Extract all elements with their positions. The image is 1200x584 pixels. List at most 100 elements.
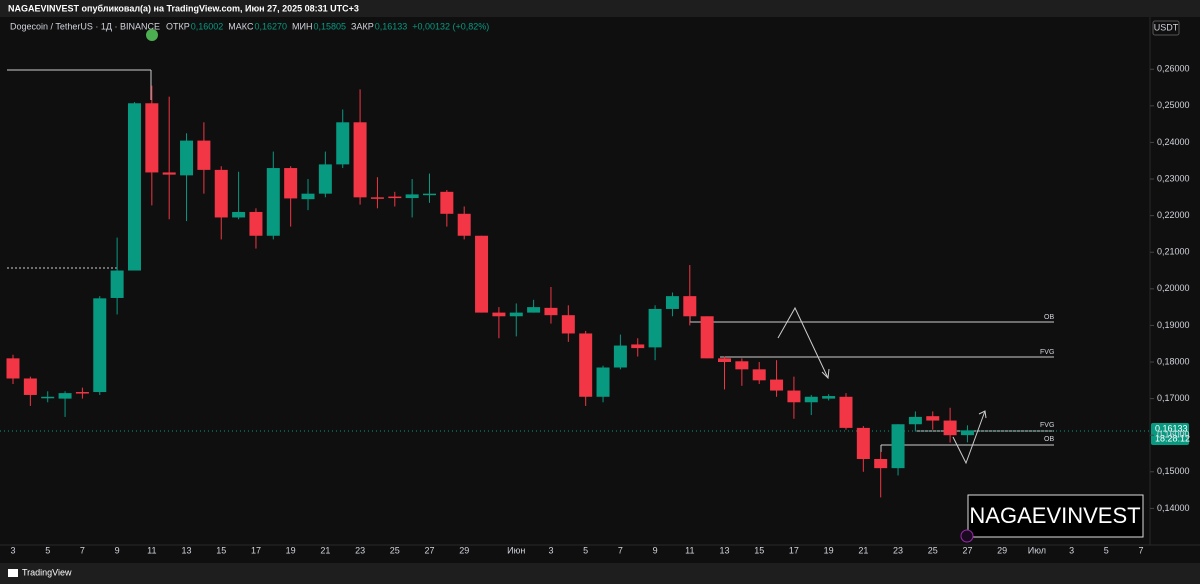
y-tick-label: 0,26000 — [1157, 64, 1190, 74]
candle-body — [891, 424, 905, 469]
footer-logo — [8, 569, 18, 577]
header: Dogecoin / TetherUS · 1Д · BINANCE ОТКР 0… — [10, 21, 489, 31]
x-tick-label: 7 — [1138, 545, 1143, 555]
watermark-box — [967, 494, 1144, 538]
x-tick-label: 29 — [459, 545, 469, 555]
candle-body — [613, 345, 627, 368]
y-tick-label: 0,19000 — [1157, 320, 1190, 330]
candle-body — [388, 196, 402, 199]
projection-arrow — [777, 306, 829, 379]
candle-body — [370, 197, 384, 199]
candle-body — [527, 307, 541, 313]
change: +0,00132 (+0,82%) — [412, 21, 489, 31]
candle-body — [787, 390, 801, 403]
x-tick-label: 25 — [390, 545, 400, 555]
x-tick-label: 21 — [858, 545, 868, 555]
ohlc-label: МАКС — [228, 21, 254, 31]
x-tick-label: 13 — [719, 545, 729, 555]
annotation: FVG — [1040, 349, 1054, 356]
x-tick-label: 19 — [824, 545, 834, 555]
candle-body — [943, 420, 957, 436]
candle-body — [752, 369, 766, 381]
candle-body — [180, 140, 194, 176]
y-tick-label: 0,16000 — [1157, 430, 1190, 440]
top-bar-text: NAGAEVINVEST опубликовал(а) на TradingVi… — [8, 3, 359, 13]
x-tick-label: 5 — [583, 545, 588, 555]
watermark: NAGAEVINVEST — [969, 503, 1140, 528]
candle-body — [718, 358, 732, 363]
candle-body — [561, 315, 575, 334]
status-dot — [146, 29, 158, 41]
candle-body — [509, 312, 523, 317]
candle-body — [145, 103, 159, 173]
candle-body — [579, 333, 593, 397]
x-tick-label: 3 — [10, 545, 15, 555]
y-tick-label: 0,25000 — [1157, 100, 1190, 110]
ohlc-value: 0,16133 — [375, 21, 408, 31]
x-tick-label: 17 — [789, 545, 799, 555]
candle-body — [735, 361, 749, 370]
candle-body — [162, 172, 176, 175]
candle-body — [665, 296, 679, 309]
y-tick-label: 0,22000 — [1157, 210, 1190, 220]
candle-body — [596, 367, 610, 397]
candle-body — [58, 393, 72, 399]
footer-bar — [0, 563, 1200, 584]
candle-body — [492, 312, 506, 317]
candle-body — [232, 211, 246, 218]
candle-body — [700, 316, 714, 359]
y-tick-label: 0,17000 — [1157, 393, 1190, 403]
projection-arrow — [952, 410, 986, 465]
countdown: 18:28:12 — [1155, 433, 1190, 443]
y-tick-label: 0,21000 — [1157, 247, 1190, 257]
currency: USDT — [1154, 22, 1179, 32]
x-tick-label: 15 — [754, 545, 764, 555]
currency-box — [1152, 20, 1180, 36]
x-tick-label: 9 — [115, 545, 120, 555]
x-tick-label: Июн — [507, 545, 525, 555]
y-tick-label: 0,23000 — [1157, 173, 1190, 183]
top-bar — [0, 0, 1200, 17]
candle-body — [874, 458, 888, 469]
candle-body — [631, 344, 645, 349]
y-tick-label: 0,15000 — [1157, 466, 1190, 476]
x-tick-label: Июл — [1028, 545, 1046, 555]
ohlc-value: 0,16002 — [191, 21, 224, 31]
x-tick-label: 21 — [320, 545, 330, 555]
candle-body — [127, 103, 141, 271]
x-tick-label: 3 — [548, 545, 553, 555]
x-tick-label: 25 — [928, 545, 938, 555]
candle-body — [440, 191, 454, 214]
candle-body — [75, 392, 89, 394]
ohlc-label: ОТКР — [166, 21, 190, 31]
candle-body — [960, 430, 974, 436]
candle-body — [93, 298, 107, 393]
x-tick-label: 5 — [45, 545, 50, 555]
ohlc-value: 0,15805 — [313, 21, 346, 31]
x-tick-label: 7 — [80, 545, 85, 555]
ohlc-label: МИН — [292, 21, 312, 31]
candle-body — [318, 164, 332, 194]
y-tick-label: 0,18000 — [1157, 356, 1190, 366]
candle-body — [839, 396, 853, 428]
candle-body — [822, 396, 836, 399]
x-tick-label: 3 — [1069, 545, 1074, 555]
x-tick-label: 9 — [653, 545, 658, 555]
last-price-box — [1151, 423, 1189, 445]
candle-body — [249, 211, 263, 236]
candle-body — [475, 235, 489, 313]
ohlc-label: ЗАКР — [351, 21, 374, 31]
annotation: FVG — [1040, 422, 1054, 429]
arrow-head — [821, 368, 830, 380]
candle-body — [6, 358, 20, 379]
candle-body — [544, 307, 558, 316]
candle-body — [197, 140, 211, 170]
x-tick-label: 17 — [251, 545, 261, 555]
event-icon — [960, 529, 974, 543]
y-tick-label: 0,24000 — [1157, 137, 1190, 147]
x-tick-label: 29 — [997, 545, 1007, 555]
candle-body — [336, 122, 350, 165]
x-tick-label: 5 — [1104, 545, 1109, 555]
